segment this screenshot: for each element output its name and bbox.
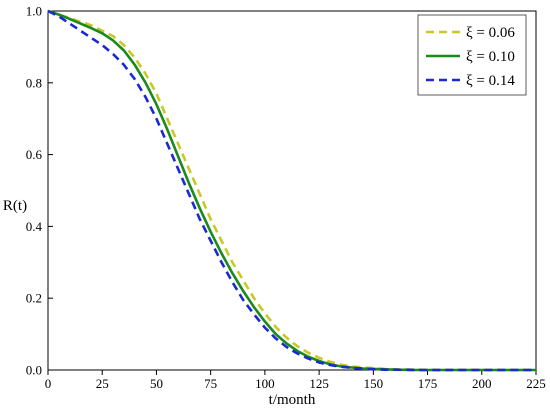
legend-label-0: ξ = 0.06	[466, 25, 515, 41]
legend-items: ξ = 0.06 ξ = 0.10 ξ = 0.14	[426, 25, 515, 89]
x-axis-ticks: 0 25 50 75 100 125 150 175 200 225	[45, 370, 546, 391]
y-axis-ticks: 0.0 0.2 0.4 0.6 0.8 1.0	[26, 4, 53, 378]
y-tick-label: 0.6	[26, 147, 43, 162]
y-axis-title: R(t)	[3, 198, 27, 214]
x-tick-label: 50	[150, 376, 163, 391]
y-tick-label: 0.8	[26, 75, 42, 90]
legend-label-2: ξ = 0.14	[466, 73, 515, 89]
series-layer	[47, 9, 536, 372]
x-tick-label: 25	[96, 376, 109, 391]
y-tick-label: 0.4	[26, 219, 43, 234]
plot-area	[47, 10, 537, 371]
x-tick-label: 75	[204, 376, 217, 391]
x-tick-label: 175	[418, 376, 438, 391]
x-tick-label: 225	[526, 376, 546, 391]
legend-label-1: ξ = 0.10	[466, 49, 515, 65]
x-tick-label: 200	[472, 376, 492, 391]
series-line-2	[47, 9, 536, 372]
legend: ξ = 0.06 ξ = 0.10 ξ = 0.14	[417, 14, 527, 96]
y-tick-label: 1.0	[26, 4, 42, 19]
plot-frame	[47, 10, 537, 371]
x-tick-label: 125	[309, 376, 329, 391]
x-axis-title: t/month	[269, 392, 316, 408]
x-tick-label: 150	[364, 376, 384, 391]
y-tick-label: 0.0	[26, 363, 42, 378]
y-tick-label: 0.2	[26, 291, 42, 306]
x-tick-label: 100	[255, 376, 275, 391]
x-tick-label: 0	[45, 376, 52, 391]
